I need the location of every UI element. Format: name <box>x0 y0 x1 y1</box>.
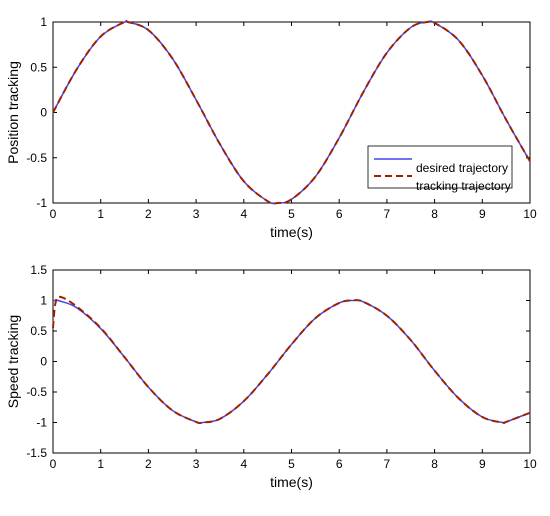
position-x-tick-label: 6 <box>336 207 343 221</box>
position-x-tick-label: 5 <box>288 207 295 221</box>
position-x-tick-label: 9 <box>479 207 486 221</box>
speed-y-tick-label: -1.5 <box>26 446 47 460</box>
speed-axes-box <box>52 269 531 454</box>
position-x-tick-label: 10 <box>523 207 537 221</box>
position-x-tick-label: 7 <box>384 207 391 221</box>
speed-x-axis-label: time(s) <box>270 474 313 490</box>
speed-x-tick-label: 8 <box>431 457 438 471</box>
speed-x-tick-label: 6 <box>336 457 343 471</box>
speed-x-tick-label: 4 <box>240 457 247 471</box>
position-tracking-line <box>52 19 531 205</box>
position-x-tick-label: 4 <box>240 207 247 221</box>
speed-tracking-line <box>52 295 531 425</box>
speed-x-tick-label: 7 <box>384 457 391 471</box>
speed-y-tick-label: 0.5 <box>30 324 47 338</box>
position-x-tick-label: 1 <box>97 207 104 221</box>
position-x-tick-label: 0 <box>50 207 57 221</box>
speed-x-tick-label: 1 <box>97 457 104 471</box>
position-y-axis-label: Position tracking <box>5 61 21 164</box>
position-y-tick-label: 1 <box>40 15 47 29</box>
speed-y-tick-label: 1 <box>40 294 47 308</box>
speed-y-axis-label: Speed tracking <box>5 315 21 408</box>
speed-x-tick-label: 2 <box>145 457 152 471</box>
position-x-axis-label: time(s) <box>270 224 313 240</box>
position-y-tick-label: -1 <box>36 196 47 210</box>
legend-tracking-label: tracking trajectory <box>416 179 511 193</box>
speed-tracking-plot: 0 1 2 3 4 5 6 7 8 9 10 -1.5 -1 -0.5 0 0.5 1 1.5 time(s) Spe… <box>5 263 537 490</box>
speed-y-tick-label: -1 <box>36 416 47 430</box>
position-y-tick-label: -0.5 <box>26 151 47 165</box>
speed-x-tick-label: 5 <box>288 457 295 471</box>
position-y-tick-label: 0 <box>40 106 47 120</box>
position-x-tick-label: 3 <box>193 207 200 221</box>
position-y-tick-label: 0.5 <box>30 60 47 74</box>
speed-desired-line <box>52 299 531 424</box>
speed-y-tick-label: -0.5 <box>26 385 47 399</box>
speed-x-tick-label: 9 <box>479 457 486 471</box>
legend-desired-label: desired trajectory <box>416 161 508 175</box>
position-x-tick-label: 8 <box>431 207 438 221</box>
position-x-tick-label: 2 <box>145 207 152 221</box>
position-tracking-plot: 0 1 2 3 4 5 6 7 8 9 10 -1 -0.5 0 0.5 1 time(s) Position t… <box>5 15 537 240</box>
speed-y-tick-label: 1.5 <box>30 263 47 277</box>
speed-x-tick-label: 10 <box>523 457 537 471</box>
speed-x-tick-label: 0 <box>50 457 57 471</box>
legend-box <box>367 145 513 189</box>
speed-y-tick-label: 0 <box>40 355 47 369</box>
speed-x-tick-label: 3 <box>193 457 200 471</box>
